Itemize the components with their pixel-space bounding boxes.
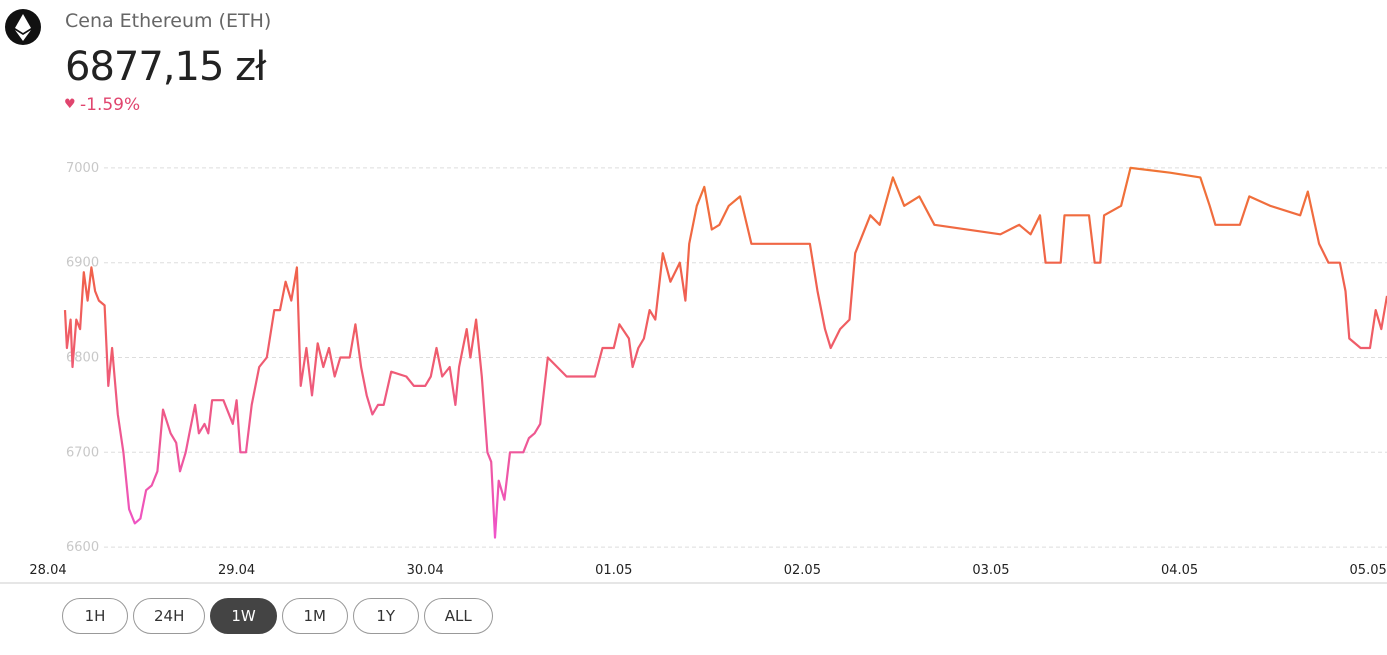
range-buttons: 1H 24H 1W 1M 1Y ALL [62,598,493,634]
range-button[interactable]: 1M [281,598,348,634]
y-tick-label: 6700 [66,445,99,460]
x-tick-label: 04.05 [1161,563,1198,578]
y-tick-label: 6600 [66,540,99,555]
y-tick-label: 7000 [66,161,99,176]
price-line [63,166,1387,539]
x-tick-label: 30.04 [407,563,444,578]
range-button[interactable]: 24H [133,598,206,634]
x-tick-label: 29.04 [218,563,255,578]
x-tick-label: 28.04 [29,563,66,578]
price: 6877,15 zł [65,44,266,90]
x-tick-label: 03.05 [972,563,1009,578]
range-button[interactable]: ALL [423,598,493,634]
x-tick-label: 05.05 [1350,563,1387,578]
x-tick-label: 01.05 [595,563,632,578]
y-tick-label: 6900 [66,256,99,271]
range-button[interactable]: 1H [62,598,128,634]
range-button[interactable]: 1Y [352,598,419,634]
change-icon: ♥ [64,97,76,112]
eth-icon [5,9,41,45]
range-button[interactable]: 1W [210,598,277,634]
x-tick-label: 02.05 [784,563,821,578]
price-change: -1.59% [80,95,141,115]
title: Cena Ethereum (ETH) [65,10,272,32]
